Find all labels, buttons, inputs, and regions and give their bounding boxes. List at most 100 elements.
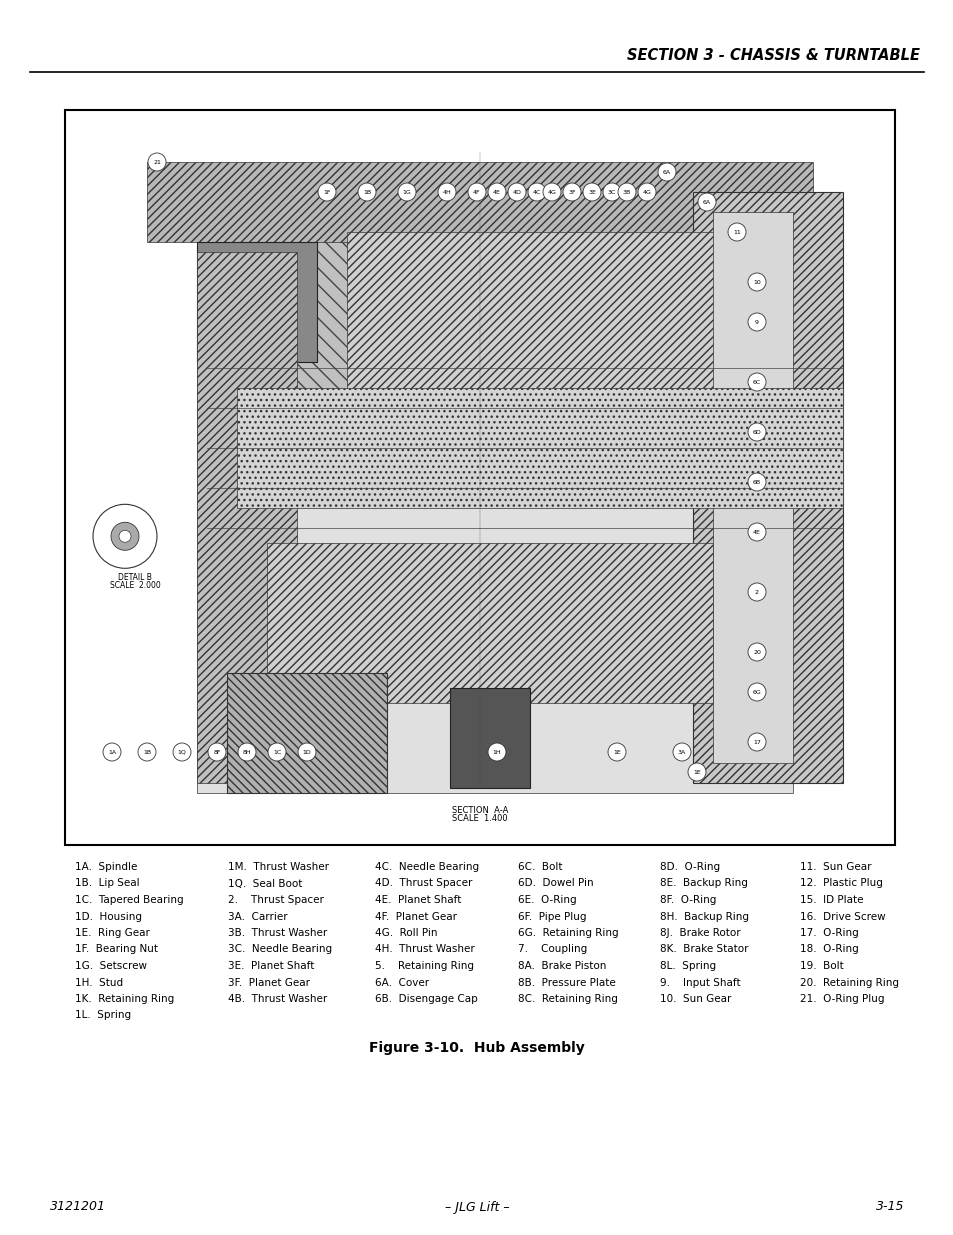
Circle shape (297, 743, 315, 761)
Circle shape (638, 183, 656, 201)
Circle shape (397, 183, 416, 201)
Text: 8H: 8H (242, 750, 251, 755)
Text: 11.  Sun Gear: 11. Sun Gear (800, 862, 871, 872)
FancyBboxPatch shape (692, 191, 842, 783)
Circle shape (747, 734, 765, 751)
Text: 8E.  Backup Ring: 8E. Backup Ring (659, 878, 747, 888)
Circle shape (317, 183, 335, 201)
Circle shape (747, 273, 765, 291)
FancyBboxPatch shape (196, 182, 792, 793)
Text: 1M.  Thrust Washer: 1M. Thrust Washer (228, 862, 329, 872)
Circle shape (747, 473, 765, 492)
Circle shape (672, 743, 690, 761)
Text: 4G: 4G (642, 189, 651, 194)
Circle shape (92, 504, 157, 568)
Circle shape (562, 183, 580, 201)
Bar (65, 110, 894, 845)
Text: 6D: 6D (752, 430, 760, 435)
Circle shape (698, 193, 716, 211)
Circle shape (747, 583, 765, 601)
Text: 6C: 6C (752, 379, 760, 384)
Text: 4C: 4C (533, 189, 540, 194)
Text: 4B.  Thrust Washer: 4B. Thrust Washer (228, 994, 327, 1004)
Text: 4F.  Planet Gear: 4F. Planet Gear (375, 911, 456, 921)
Circle shape (582, 183, 600, 201)
Circle shape (357, 183, 375, 201)
Text: SECTION 3 - CHASSIS & TURNTABLE: SECTION 3 - CHASSIS & TURNTABLE (626, 47, 919, 63)
FancyBboxPatch shape (267, 543, 712, 703)
Text: 3E: 3E (587, 189, 596, 194)
Text: 6D.  Dowel Pin: 6D. Dowel Pin (517, 878, 593, 888)
Text: 10: 10 (752, 279, 760, 284)
Text: 8B.  Pressure Plate: 8B. Pressure Plate (517, 977, 615, 988)
Text: 1B: 1B (362, 189, 371, 194)
FancyBboxPatch shape (236, 388, 842, 508)
Circle shape (507, 183, 525, 201)
Text: 9.    Input Shaft: 9. Input Shaft (659, 977, 740, 988)
FancyBboxPatch shape (347, 232, 742, 412)
Text: 1C: 1C (273, 750, 281, 755)
Circle shape (138, 743, 156, 761)
Text: 3A: 3A (678, 750, 685, 755)
Text: 3F: 3F (568, 189, 576, 194)
Text: 8H.  Backup Ring: 8H. Backup Ring (659, 911, 748, 921)
Text: 2.    Thrust Spacer: 2. Thrust Spacer (228, 895, 323, 905)
FancyBboxPatch shape (196, 242, 316, 362)
Text: 3C: 3C (607, 189, 616, 194)
Text: 1Q.  Seal Boot: 1Q. Seal Boot (228, 878, 302, 888)
Text: 1K.  Retaining Ring: 1K. Retaining Ring (75, 994, 174, 1004)
Text: 1B.  Lip Seal: 1B. Lip Seal (75, 878, 139, 888)
Circle shape (437, 183, 456, 201)
FancyBboxPatch shape (227, 673, 387, 793)
Circle shape (542, 183, 560, 201)
Circle shape (268, 743, 286, 761)
Text: Figure 3-10.  Hub Assembly: Figure 3-10. Hub Assembly (369, 1041, 584, 1055)
Circle shape (602, 183, 620, 201)
Text: 12.  Plastic Plug: 12. Plastic Plug (800, 878, 882, 888)
Text: 8F.  O-Ring: 8F. O-Ring (659, 895, 716, 905)
Text: 4H.  Thrust Washer: 4H. Thrust Washer (375, 945, 475, 955)
Text: 6A: 6A (662, 169, 670, 174)
FancyBboxPatch shape (147, 162, 812, 242)
Text: 4D: 4D (512, 189, 521, 194)
Text: 4G: 4G (547, 189, 556, 194)
Circle shape (237, 743, 255, 761)
Circle shape (172, 743, 191, 761)
FancyBboxPatch shape (196, 232, 396, 432)
Circle shape (103, 743, 121, 761)
Text: 5.    Retaining Ring: 5. Retaining Ring (375, 961, 474, 971)
Text: 4E: 4E (752, 530, 760, 535)
Text: 3-15: 3-15 (875, 1200, 903, 1214)
Circle shape (208, 743, 226, 761)
Circle shape (111, 522, 139, 551)
Text: 7.    Coupling: 7. Coupling (517, 945, 587, 955)
FancyBboxPatch shape (196, 252, 296, 783)
Text: 17.  O-Ring: 17. O-Ring (800, 927, 858, 939)
Text: 21: 21 (152, 159, 161, 164)
Text: 1E.  Ring Gear: 1E. Ring Gear (75, 927, 150, 939)
Text: 3F.  Planet Gear: 3F. Planet Gear (228, 977, 310, 988)
Text: 11: 11 (732, 230, 740, 235)
Text: 1C.  Tapered Bearing: 1C. Tapered Bearing (75, 895, 183, 905)
Text: SCALE  1.400: SCALE 1.400 (452, 814, 507, 823)
Text: 4F: 4F (473, 189, 480, 194)
Text: SCALE  2.000: SCALE 2.000 (110, 582, 160, 590)
Text: 4D.  Thrust Spacer: 4D. Thrust Spacer (375, 878, 472, 888)
Text: 1B: 1B (143, 750, 151, 755)
Text: 17: 17 (752, 740, 760, 745)
Text: 6A: 6A (702, 200, 710, 205)
Text: 1H.  Stud: 1H. Stud (75, 977, 123, 988)
Text: SECTION  A-A: SECTION A-A (452, 806, 508, 815)
Text: 4H: 4H (442, 189, 451, 194)
Circle shape (727, 224, 745, 241)
Text: 6A.  Cover: 6A. Cover (375, 977, 429, 988)
Text: 19.  Bolt: 19. Bolt (800, 961, 842, 971)
Text: 1G.  Setscrew: 1G. Setscrew (75, 961, 147, 971)
Text: 6F.  Pipe Plug: 6F. Pipe Plug (517, 911, 586, 921)
Text: 2: 2 (754, 589, 759, 594)
Text: 3A.  Carrier: 3A. Carrier (228, 911, 287, 921)
Text: 20: 20 (752, 650, 760, 655)
Circle shape (607, 743, 625, 761)
Text: 8K.  Brake Stator: 8K. Brake Stator (659, 945, 748, 955)
Text: 1G: 1G (402, 189, 411, 194)
